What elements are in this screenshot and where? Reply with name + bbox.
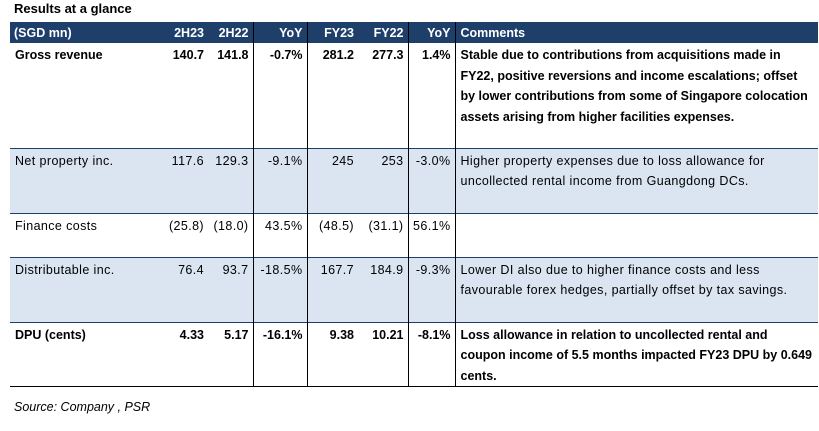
table-row: Finance costs (25.8) (18.0) 43.5% (48.5)…	[10, 212, 818, 257]
cell-yoy-half: -18.5%	[252, 256, 307, 322]
cell-yoy-half: 43.5%	[252, 212, 307, 257]
cell-fy23: 9.38	[306, 321, 358, 387]
cell-yoy-half: -0.7%	[252, 43, 307, 148]
header-row: (SGD mn) 2H23 2H22 YoY FY23 FY22 YoY Com…	[10, 22, 818, 43]
cell-2h23: 4.33	[158, 321, 208, 387]
cell-2h23: 76.4	[158, 256, 208, 322]
cell-2h22: 129.3	[208, 147, 253, 213]
table-row: Net property inc. 117.6 129.3 -9.1% 245 …	[10, 147, 818, 213]
cell-comment: Stable due to contributions from acquisi…	[454, 43, 818, 148]
cell-2h22: 141.8	[217, 48, 249, 62]
cell-fy22: 277.3	[372, 48, 404, 62]
cell-yoy-half: -16.1%	[252, 321, 307, 387]
header-2h22: 2H22	[208, 22, 253, 43]
table-row: Gross revenue 140.7 141.8 -0.7% 281.2 27…	[10, 43, 818, 148]
cell-2h22: 93.7	[208, 256, 253, 322]
cell-2h23: 140.7	[172, 48, 204, 62]
header-unit: (SGD mn)	[10, 22, 158, 43]
cell-yoy-full: 1.4%	[407, 43, 455, 148]
header-fy23: FY23	[306, 22, 358, 43]
cell-comment	[454, 212, 818, 257]
cell-fy23: 245	[306, 147, 358, 213]
header-2h23: 2H23	[158, 22, 208, 43]
cell-yoy-full: 56.1%	[407, 212, 455, 257]
header-fy22: FY22	[358, 22, 408, 43]
cell-comment: Lower DI also due to higher finance cost…	[454, 256, 818, 322]
table-row: Distributable inc. 76.4 93.7 -18.5% 167.…	[10, 256, 818, 322]
cell-2h22: (18.0)	[208, 212, 253, 257]
results-table: (SGD mn) 2H23 2H22 YoY FY23 FY22 YoY Com…	[10, 22, 818, 387]
table-row: DPU (cents) 4.33 5.17 -16.1% 9.38 10.21 …	[10, 321, 818, 387]
cell-yoy-full: -8.1%	[407, 321, 455, 387]
source-note: Source: Company , PSR	[14, 400, 151, 414]
cell-fy22: 184.9	[358, 256, 408, 322]
header-comments: Comments	[454, 22, 818, 43]
header-yoy-half: YoY	[252, 22, 307, 43]
cell-2h23: (25.8)	[158, 212, 208, 257]
cell-2h23: 117.6	[158, 147, 208, 213]
cell-fy22: 10.21	[358, 321, 408, 387]
row-label: DPU (cents)	[10, 321, 158, 387]
table-title: Results at a glance	[14, 1, 132, 16]
cell-comment: Loss allowance in relation to uncollecte…	[454, 321, 818, 387]
cell-fy23: 281.2	[306, 43, 358, 148]
cell-yoy-full: -3.0%	[407, 147, 455, 213]
row-label: Net property inc.	[10, 147, 158, 213]
cell-yoy-half: -9.1%	[252, 147, 307, 213]
cell-yoy-full: -9.3%	[407, 256, 455, 322]
row-label: Finance costs	[10, 212, 158, 257]
cell-fy22: 253	[358, 147, 408, 213]
cell-fy23: 167.7	[306, 256, 358, 322]
cell-2h22: 5.17	[208, 321, 253, 387]
cell-fy23: (48.5)	[306, 212, 358, 257]
cell-comment: Higher property expenses due to loss all…	[454, 147, 818, 213]
row-label: Distributable inc.	[10, 256, 158, 322]
header-yoy-full: YoY	[407, 22, 455, 43]
cell-fy22: (31.1)	[358, 212, 408, 257]
row-label: Gross revenue	[15, 48, 103, 62]
